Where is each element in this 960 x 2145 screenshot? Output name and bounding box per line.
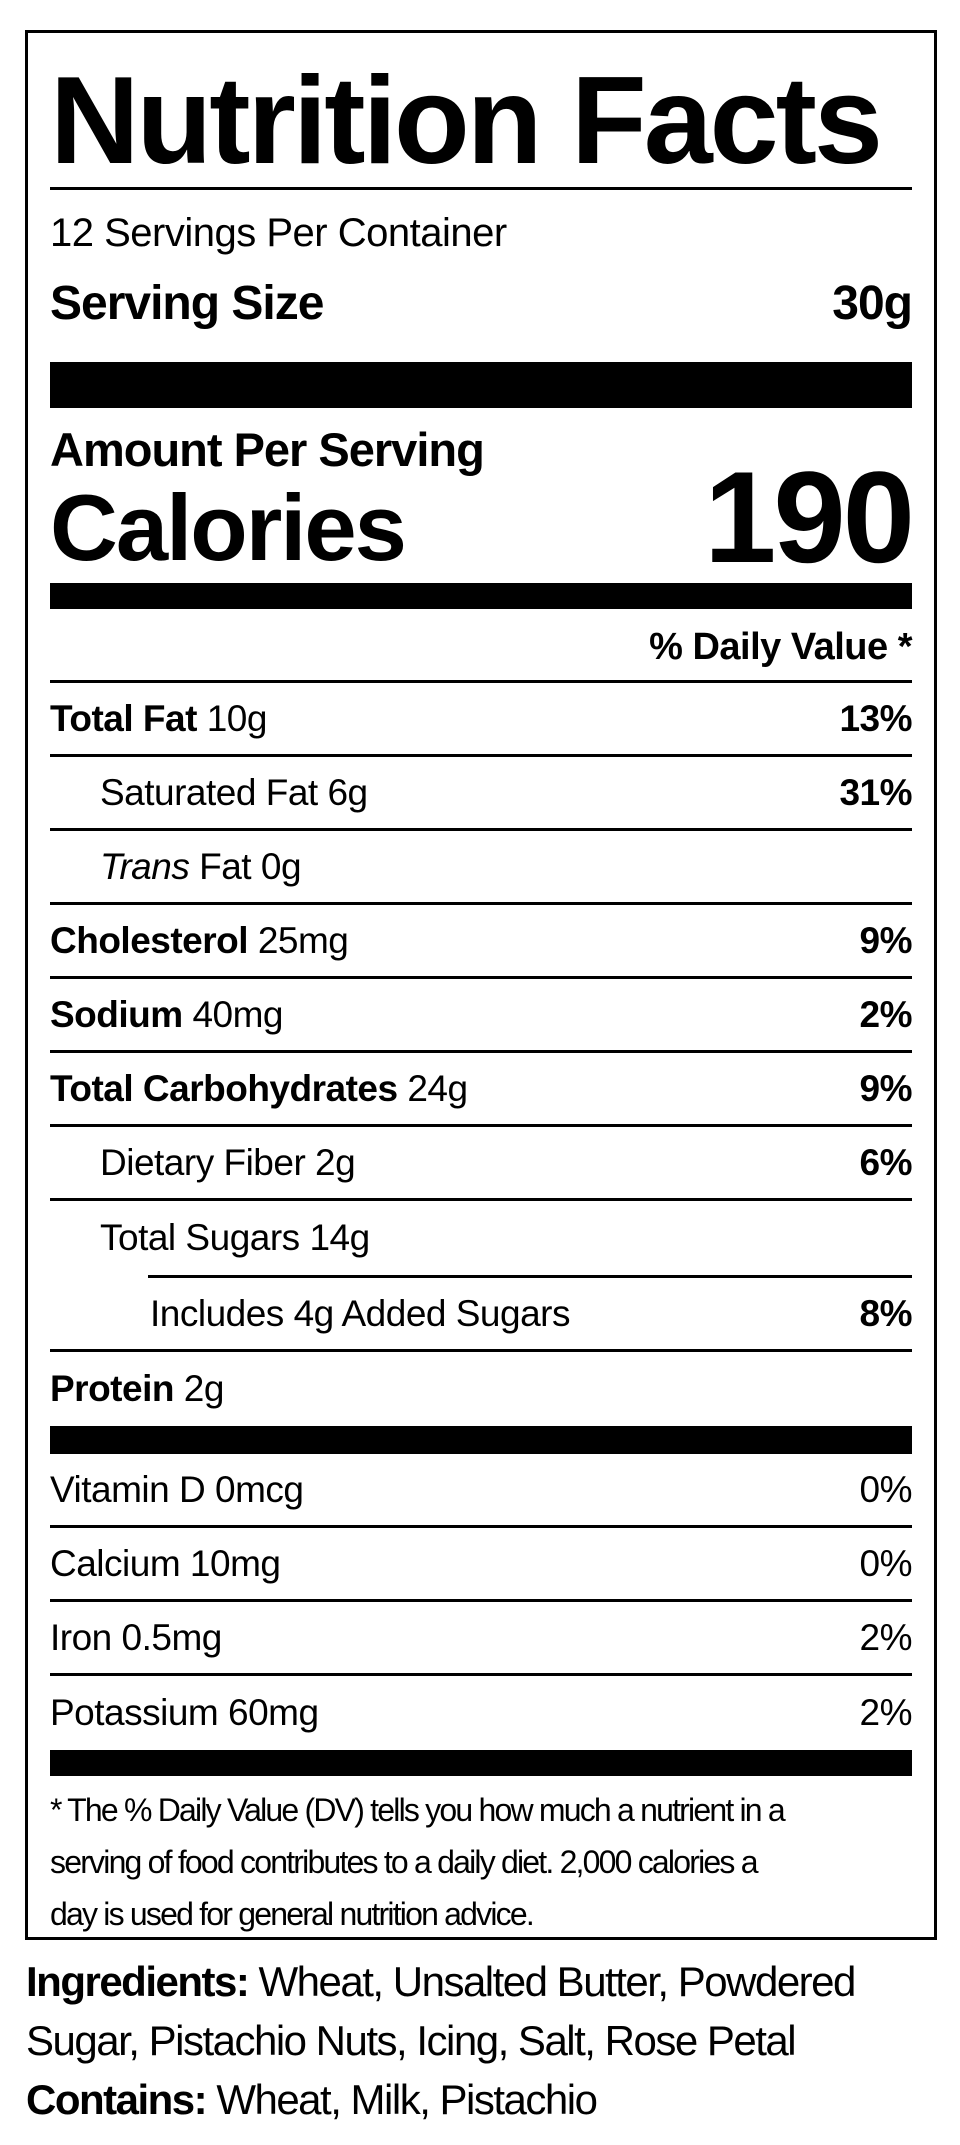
- footnote-line: * The % Daily Value (DV) tells you how m…: [50, 1792, 786, 1828]
- nutrient-name: Total Carbohydrates: [50, 1067, 398, 1109]
- nutrient-row-saturated-fat: Saturated Fat 6g 31%: [50, 757, 912, 831]
- daily-value-footnote: * The % Daily Value (DV) tells you how m…: [50, 1776, 912, 1940]
- calories-value: 190: [704, 444, 915, 590]
- nutrient-amount: 25mg: [248, 919, 349, 961]
- nutrient-row-calcium: Calcium 10mg 0%: [50, 1528, 913, 1602]
- nutrient-name: Saturated Fat 6g: [100, 771, 368, 813]
- nutrient-name: Vitamin D 0mcg: [50, 1468, 304, 1510]
- daily-value: 2%: [859, 1616, 913, 1658]
- daily-value: 2%: [859, 993, 913, 1035]
- separator-bar: [50, 1750, 912, 1776]
- title-divider: [50, 187, 912, 190]
- nutrient-name-italic: Trans: [100, 845, 190, 887]
- nutrient-amount: 2g: [173, 1368, 225, 1409]
- daily-value: 6%: [859, 1141, 913, 1183]
- nutrient-row-cholesterol: Cholesterol 25mg 9%: [50, 905, 913, 979]
- contains-label: Contains:: [26, 2076, 208, 2123]
- daily-value: 0%: [859, 1468, 913, 1510]
- contains-line: Contains: Wheat, Milk, Pistachio: [26, 2070, 941, 2129]
- nutrient-row-total-carbohydrates: Total Carbohydrates 24g 9%: [50, 1053, 913, 1127]
- ingredients-text: Wheat, Unsalted Butter, Powdered: [248, 1958, 857, 2005]
- nutrient-name: Total Fat: [50, 697, 197, 739]
- indented-divider: [148, 1275, 912, 1278]
- calories-label: Calories: [50, 475, 407, 580]
- nutrient-row-sodium: Sodium 40mg 2%: [50, 979, 913, 1053]
- nutrient-name: Calcium 10mg: [50, 1542, 281, 1584]
- servings-per-container: 12 Servings Per Container: [50, 211, 507, 255]
- nutrient-name: Total Sugars 14g: [100, 1217, 370, 1258]
- ingredients-line-2: Sugar, Pistachio Nuts, Icing, Salt, Rose…: [26, 2011, 941, 2070]
- nutrient-name: Cholesterol: [50, 919, 249, 961]
- nutrient-row-vitamin-d: Vitamin D 0mcg 0%: [50, 1454, 913, 1528]
- daily-value: 0%: [859, 1542, 913, 1584]
- nutrient-name: Iron 0.5mg: [50, 1616, 222, 1658]
- daily-value: 9%: [859, 919, 913, 961]
- nutrient-row-potassium: Potassium 60mg 2%: [50, 1676, 913, 1750]
- daily-value-header: % Daily Value *: [50, 609, 913, 683]
- separator-bar: [50, 1426, 912, 1454]
- ingredients-label: Ingredients:: [26, 1958, 250, 2005]
- nutrient-name: Dietary Fiber 2g: [100, 1141, 356, 1183]
- serving-size-label: Serving Size: [50, 277, 324, 330]
- separator-bar: [50, 583, 912, 609]
- nutrition-facts-label: Nutrition Facts 12 Servings Per Containe…: [25, 30, 937, 1940]
- footnote-line: day is used for general nutrition advice…: [50, 1896, 535, 1932]
- ingredients-text: Sugar, Pistachio Nuts, Icing, Salt, Rose…: [26, 2017, 797, 2064]
- separator-bar-thick: [50, 362, 912, 408]
- nutrient-row-protein: Protein 2g: [50, 1352, 912, 1426]
- serving-size-row: Serving Size 30g: [50, 275, 913, 333]
- nutrient-name: Sodium: [50, 993, 183, 1035]
- nutrient-row-added-sugars: Includes 4g Added Sugars 8%: [50, 1278, 913, 1352]
- footnote-line: serving of food contributes to a daily d…: [50, 1844, 758, 1880]
- nutrient-row-iron: Iron 0.5mg 2%: [50, 1602, 913, 1676]
- daily-value: 2%: [859, 1692, 913, 1733]
- daily-value: 31%: [839, 771, 912, 813]
- ingredients-section: Ingredients: Wheat, Unsalted Butter, Pow…: [26, 1952, 941, 2129]
- nutrient-amount: 10g: [196, 697, 268, 739]
- nutrient-name: Includes 4g Added Sugars: [150, 1292, 571, 1334]
- nutrient-row-total-fat: Total Fat 10g 13%: [50, 683, 912, 757]
- nutrient-row-total-sugars: Total Sugars 14g: [50, 1201, 912, 1275]
- nutrient-amount: Fat 0g: [189, 845, 302, 887]
- nutrient-amount: 40mg: [182, 993, 284, 1035]
- serving-size-value: 30g: [832, 277, 913, 330]
- ingredients-line-1: Ingredients: Wheat, Unsalted Butter, Pow…: [26, 1952, 941, 2011]
- daily-value: 9%: [859, 1067, 913, 1109]
- amount-per-serving-label: Amount Per Serving: [50, 423, 485, 476]
- nutrient-row-dietary-fiber: Dietary Fiber 2g 6%: [50, 1127, 913, 1201]
- nutrient-name: Potassium 60mg: [50, 1692, 319, 1733]
- nutrient-row-trans-fat: Trans Fat 0g: [50, 831, 912, 905]
- daily-value: 13%: [839, 697, 912, 739]
- label-title: Nutrition Facts: [50, 52, 883, 190]
- contains-text: Wheat, Milk, Pistachio: [206, 2076, 598, 2123]
- daily-value: 8%: [859, 1292, 913, 1334]
- nutrient-name: Protein: [50, 1368, 174, 1409]
- nutrient-amount: 24g: [397, 1067, 468, 1109]
- calories-block: Amount Per Serving Calories 190: [50, 408, 915, 590]
